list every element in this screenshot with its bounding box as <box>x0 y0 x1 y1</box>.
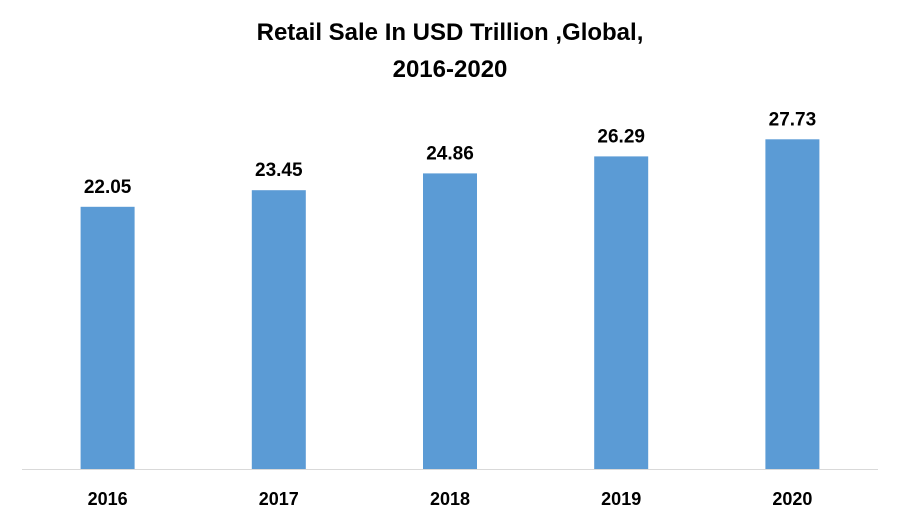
x-tick-label-2017: 2017 <box>259 489 299 509</box>
data-label-2020: 27.73 <box>769 109 817 130</box>
data-label-2019: 26.29 <box>597 126 645 147</box>
bar-2019 <box>594 156 649 469</box>
bar-2017 <box>251 190 306 469</box>
chart-subtitle: 2016-2020 <box>392 56 508 83</box>
x-tick-label-2020: 2020 <box>772 489 812 509</box>
bar-2016 <box>80 206 135 470</box>
chart-title: Retail Sale In USD Trillion ,Global, <box>256 19 644 46</box>
x-tick-label-2018: 2018 <box>430 489 470 509</box>
data-label-2017: 23.45 <box>255 160 303 181</box>
data-label-2016: 22.05 <box>84 177 132 198</box>
x-tick-label-2016: 2016 <box>88 489 128 509</box>
data-label-2018: 24.86 <box>426 143 474 164</box>
bar-2018 <box>423 173 477 469</box>
x-tick-label-2019: 2019 <box>601 489 641 509</box>
bar-2020 <box>765 139 820 470</box>
